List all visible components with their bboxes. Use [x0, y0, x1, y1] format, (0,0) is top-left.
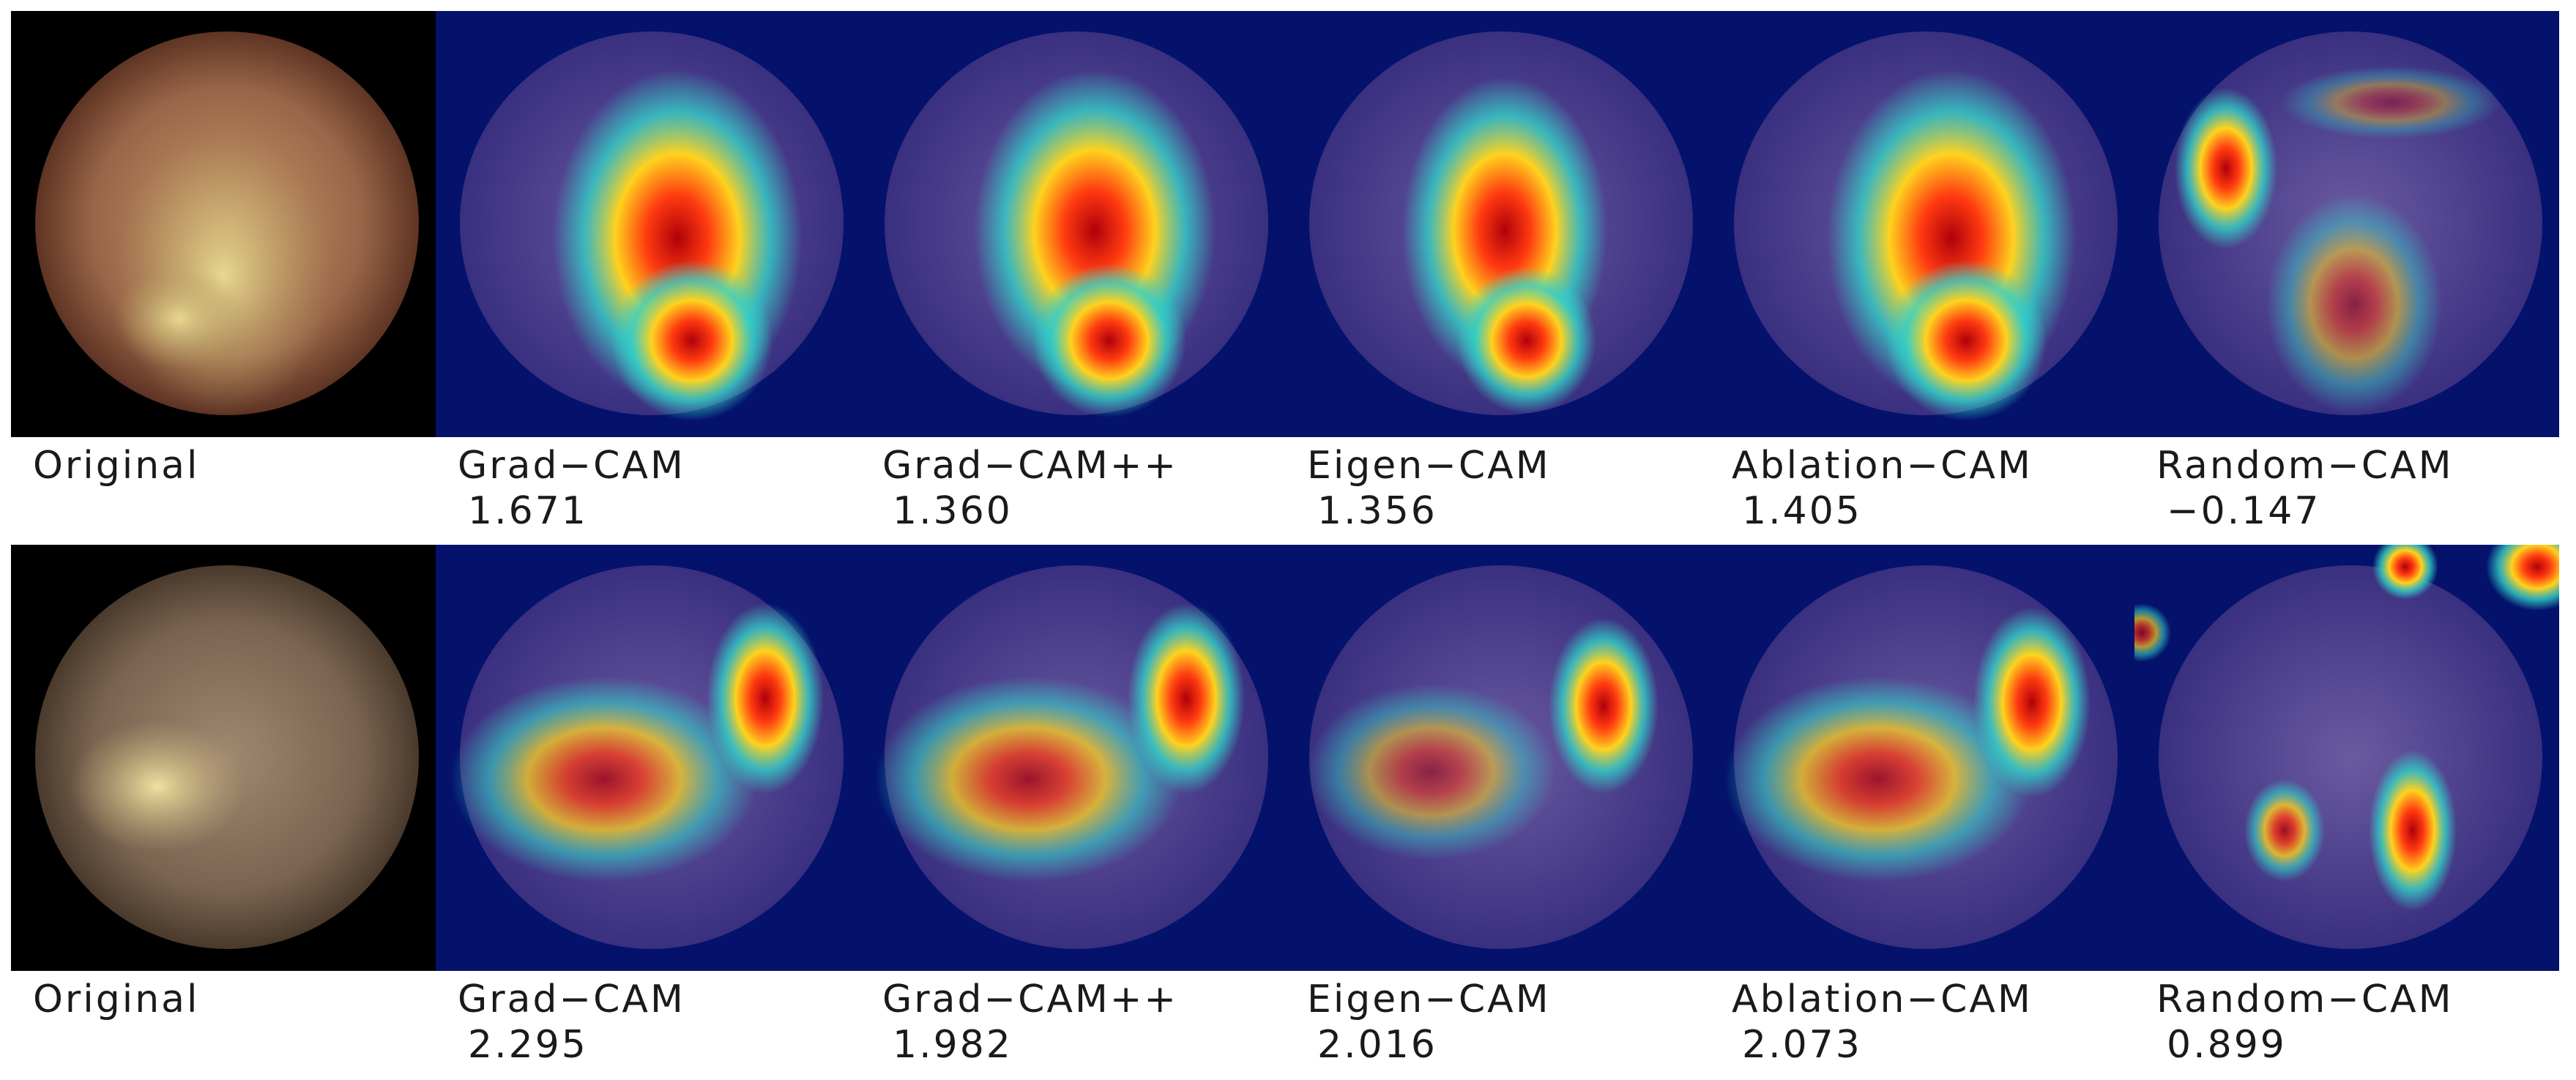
panel-gradcam-row2: Grad−CAM 2.295 [436, 545, 860, 1067]
panel-eigencam-row1: Eigen−CAM 1.356 [1285, 11, 1710, 533]
method-label: Original [33, 444, 200, 488]
caption: Random−CAM −0.147 [2156, 443, 2454, 534]
caption: Grad−CAM++ 1.360 [882, 443, 1178, 534]
method-label: Grad−CAM++ [882, 444, 1179, 488]
panel-original-row2: Original [11, 545, 436, 1021]
heatmap-image [860, 545, 1285, 971]
score-value: 1.356 [1317, 489, 1437, 533]
method-label: Eigen−CAM [1307, 977, 1551, 1021]
heatmap-image [436, 545, 860, 971]
method-label: Grad−CAM [458, 444, 685, 488]
caption: Grad−CAM++ 1.982 [882, 977, 1178, 1068]
original-image [11, 11, 436, 437]
score-value: 2.295 [468, 1023, 588, 1067]
method-label: Grad−CAM [458, 977, 685, 1021]
panel-randomcam-row1: Random−CAM −0.147 [2134, 11, 2559, 533]
caption: Original [33, 443, 199, 488]
score-value: 1.982 [893, 1023, 1013, 1067]
method-label: Original [33, 977, 200, 1021]
heatmap-image [860, 11, 1285, 437]
panel-original-row1: Original [11, 11, 436, 488]
method-label: Grad−CAM++ [882, 977, 1179, 1021]
heatmap-image [436, 11, 860, 437]
score-value: −0.147 [2167, 489, 2321, 533]
score-value: 1.360 [893, 489, 1013, 533]
caption: Grad−CAM 1.671 [458, 443, 685, 534]
method-label: Random−CAM [2156, 977, 2454, 1021]
caption: Original [33, 977, 199, 1022]
panel-gradcampp-row2: Grad−CAM++ 1.982 [860, 545, 1285, 1067]
panel-gradcampp-row1: Grad−CAM++ 1.360 [860, 11, 1285, 533]
caption: Ablation−CAM 2.073 [1732, 977, 2033, 1068]
heatmap-image [1710, 545, 2134, 971]
score-value: 1.671 [468, 489, 588, 533]
heatmap-image [1285, 545, 1710, 971]
score-value: 2.073 [1742, 1023, 1862, 1067]
method-label: Random−CAM [2156, 444, 2454, 488]
panel-ablationcam-row1: Ablation−CAM 1.405 [1710, 11, 2134, 533]
method-label: Ablation−CAM [1732, 444, 2033, 488]
heatmap-image [2134, 545, 2559, 971]
score-value: 0.899 [2167, 1023, 2287, 1067]
caption: Grad−CAM 2.295 [458, 977, 685, 1068]
panel-eigencam-row2: Eigen−CAM 2.016 [1285, 545, 1710, 1067]
method-label: Eigen−CAM [1307, 444, 1551, 488]
panel-randomcam-row2: Random−CAM 0.899 [2134, 545, 2559, 1067]
heatmap-image [1710, 11, 2134, 437]
caption: Eigen−CAM 1.356 [1307, 443, 1551, 534]
heatmap-image [2134, 11, 2559, 437]
heatmap-image [1285, 11, 1710, 437]
caption: Random−CAM 0.899 [2156, 977, 2454, 1068]
score-value: 1.405 [1742, 489, 1862, 533]
caption: Ablation−CAM 1.405 [1732, 443, 2033, 534]
original-image [11, 545, 436, 971]
method-label: Ablation−CAM [1732, 977, 2033, 1021]
caption: Eigen−CAM 2.016 [1307, 977, 1551, 1068]
panel-ablationcam-row2: Ablation−CAM 2.073 [1710, 545, 2134, 1067]
score-value: 2.016 [1317, 1023, 1437, 1067]
panel-gradcam-row1: Grad−CAM 1.671 [436, 11, 860, 533]
